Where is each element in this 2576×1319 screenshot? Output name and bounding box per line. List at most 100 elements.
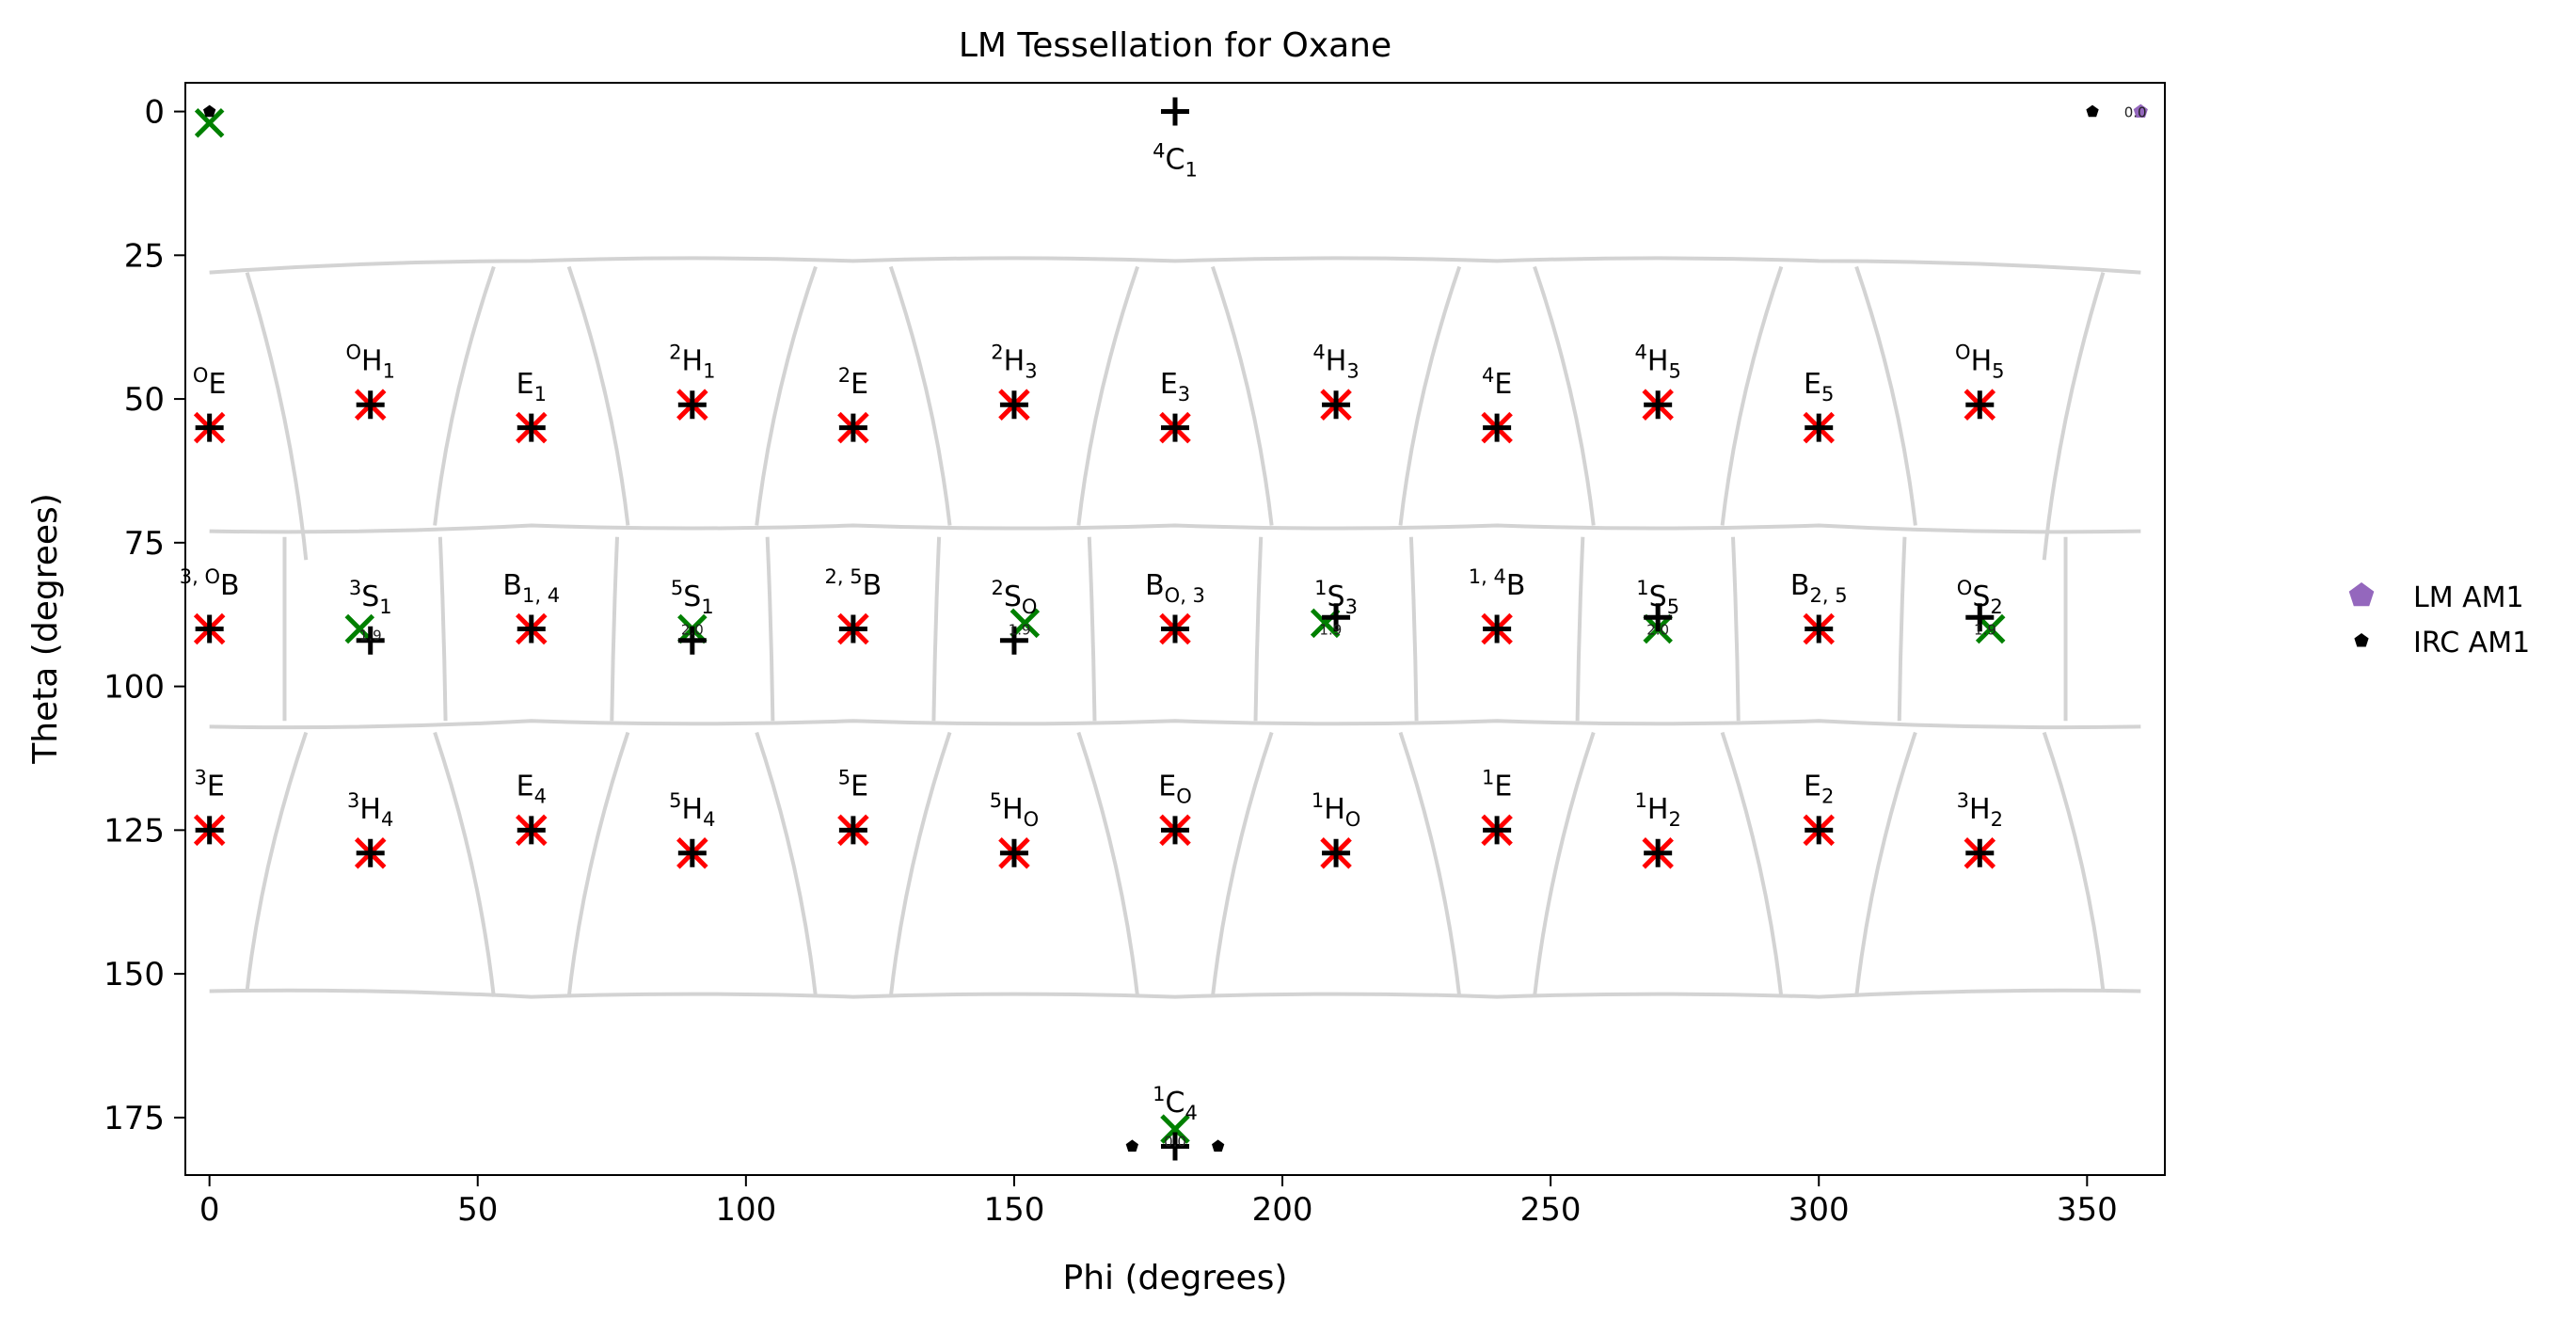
cell-divider <box>1076 265 1139 526</box>
plus-marker <box>1965 390 1995 420</box>
plus-marker <box>1805 614 1834 644</box>
conformer-label: 3S1 <box>349 577 392 618</box>
cell-divider <box>1408 536 1419 722</box>
cell-divider <box>755 731 818 997</box>
plus-marker <box>356 626 385 655</box>
plus-marker <box>999 838 1028 867</box>
conformer-label: 4H5 <box>1635 342 1681 383</box>
cell-edge <box>209 988 2141 999</box>
cell-divider <box>2042 731 2106 992</box>
plus-marker <box>1805 413 1834 442</box>
plus-marker <box>1483 816 1512 845</box>
x-tick-label: 300 <box>1789 1191 1850 1229</box>
energy-value-label: 2.0 <box>681 622 704 639</box>
plot-area <box>184 82 2166 1176</box>
plus-marker <box>517 614 546 644</box>
cell-divider <box>1533 265 1596 526</box>
conformer-label: OH1 <box>345 342 394 383</box>
plus-marker <box>1161 97 1189 126</box>
plus-marker <box>356 390 385 420</box>
cell-divider <box>1253 536 1264 722</box>
plus-marker <box>1161 614 1189 644</box>
cell-divider <box>245 272 309 561</box>
plus-marker <box>1161 413 1189 442</box>
cell-divider <box>1533 731 1596 997</box>
cell-divider <box>931 536 942 722</box>
plus-marker <box>195 413 224 442</box>
cell-divider <box>1398 265 1462 526</box>
conformer-label: 4H3 <box>1312 342 1359 383</box>
energy-value-label: 0.0 <box>2124 104 2147 121</box>
conformer-label: 2, 5B <box>825 565 883 602</box>
plus-marker <box>1161 1132 1189 1161</box>
cell-divider <box>1897 536 1907 722</box>
conformer-label: 1, 4B <box>1469 565 1526 602</box>
plus-marker <box>999 390 1028 420</box>
plus-marker <box>999 626 1028 655</box>
conformer-label: OH5 <box>1955 342 2004 383</box>
cell-divider <box>610 536 620 722</box>
y-tick-label: 50 <box>124 381 165 419</box>
conformer-label: OE <box>193 364 227 401</box>
x-tick-label: 0 <box>199 1191 220 1229</box>
plus-marker <box>1644 603 1673 632</box>
cell-divider <box>888 265 952 526</box>
conformer-label: E5 <box>1804 368 1834 405</box>
conformer-label: B2, 5 <box>1790 569 1848 607</box>
cell-divider <box>888 731 952 997</box>
x-tick-label: 200 <box>1252 1191 1313 1229</box>
conformer-label: 5HO <box>990 789 1039 831</box>
conformer-label: 3H4 <box>347 789 393 831</box>
cell-edge <box>209 256 2141 275</box>
irc-am1-point <box>2086 104 2099 118</box>
cell-divider <box>1854 731 1917 997</box>
conformer-label: 1C4 <box>1153 1083 1198 1124</box>
conformer-label: 2H1 <box>669 342 715 383</box>
y-tick-label: 25 <box>124 237 165 275</box>
cell-divider <box>433 731 496 997</box>
y-axis-ticks: 0 25 50 75 100 125 150 175 <box>103 94 185 1137</box>
x-tick-label: 150 <box>983 1191 1044 1229</box>
conformer-label: 1HO <box>1312 789 1360 831</box>
plus-marker <box>838 614 867 644</box>
cell-edge <box>209 719 2141 730</box>
y-tick-label: 0 <box>144 94 165 132</box>
cell-divider <box>1854 265 1917 526</box>
conformer-label: 1S5 <box>1636 577 1679 618</box>
conformer-label: 2SO <box>991 577 1037 618</box>
cell-divider <box>765 536 775 722</box>
y-tick-label: 150 <box>103 956 165 993</box>
conformer-label: 5E <box>838 767 868 803</box>
plus-marker <box>1322 390 1351 420</box>
legend: LM AM1 IRC AM1 <box>2348 581 2530 660</box>
conformer-label: 1S3 <box>1314 577 1358 618</box>
cell-divider <box>1720 731 1784 997</box>
conformer-label: E3 <box>1160 368 1190 405</box>
cell-divider <box>566 731 630 997</box>
conformer-label: 2H3 <box>991 342 1037 383</box>
energy-value-label: 0.0 <box>1164 1133 1186 1150</box>
legend-label: IRC AM1 <box>2413 627 2530 660</box>
conformer-label: 1E <box>1482 767 1512 803</box>
plus-marker <box>1322 838 1351 867</box>
cell-divider <box>755 265 818 526</box>
energy-value-label: 1.9 <box>359 628 382 644</box>
plus-marker <box>1644 838 1673 867</box>
conformer-label: OS2 <box>1957 577 2003 618</box>
cell-divider <box>566 265 630 526</box>
conformer-label: E4 <box>517 771 547 808</box>
plus-marker <box>517 413 546 442</box>
plus-marker <box>1322 603 1351 632</box>
energy-value-label: 1.9 <box>1319 622 1342 639</box>
conformer-label: 3H2 <box>1957 789 2003 831</box>
cell-divider <box>245 731 309 992</box>
tessellation-cells <box>209 256 2141 999</box>
plus-marker <box>677 390 707 420</box>
energy-value-label: 1.9 <box>1974 622 1996 639</box>
conformer-label: 2E <box>838 364 868 401</box>
plus-marker <box>195 816 224 845</box>
cell-edge <box>209 523 2141 534</box>
conformer-label: 3, OB <box>180 565 240 602</box>
y-tick-label: 100 <box>103 669 165 707</box>
